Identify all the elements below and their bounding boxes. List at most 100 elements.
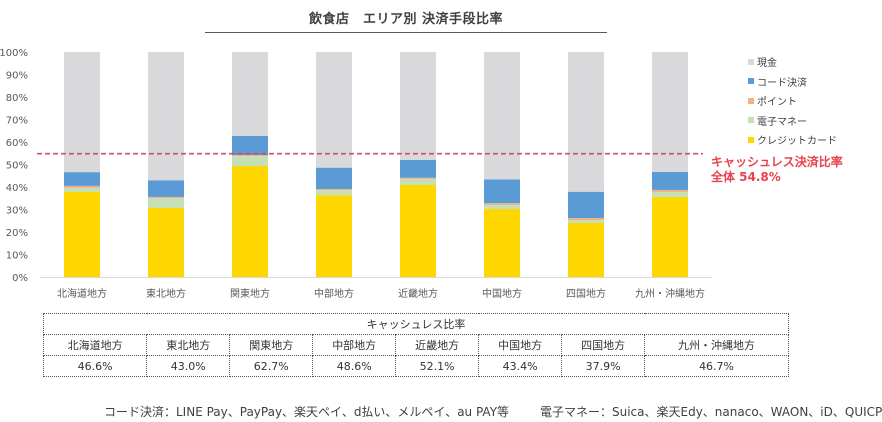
bar-segment xyxy=(232,52,268,136)
bar-segment xyxy=(148,180,184,197)
table-region-cell: 関東地方 xyxy=(229,334,314,356)
footnote-code-payment: コード決済：LINE Pay、PayPay、楽天ペイ、d払い、メルペイ、au P… xyxy=(104,405,510,419)
y-tick-label: 70% xyxy=(6,116,28,127)
stacked-bar-chart: 0% 10% 20% 30% 40% 50% 60% 70% 80% 90% 100% 北海道地方 東… xyxy=(0,48,712,300)
y-tick-label: 90% xyxy=(6,71,28,82)
bar-segment xyxy=(568,220,604,223)
legend-swatch xyxy=(748,58,754,65)
bar-segment xyxy=(484,52,520,180)
bar-segment xyxy=(400,178,436,185)
bar-segment xyxy=(568,218,604,221)
legend-item: ポイント xyxy=(748,93,797,108)
y-tick-label: 50% xyxy=(6,161,28,172)
x-tick-label: 四国地方 xyxy=(566,287,606,300)
legend-swatch xyxy=(748,136,754,143)
table-value-cell: 62.7% xyxy=(229,355,314,377)
bar-segment xyxy=(568,223,604,277)
bar-segment xyxy=(652,196,688,277)
legend-label: コード決済 xyxy=(757,77,807,89)
bar-segment xyxy=(64,185,100,188)
x-tick-label: 中国地方 xyxy=(482,287,522,300)
bar-segment xyxy=(484,209,520,277)
bar-segment xyxy=(652,191,688,197)
y-tick-label: 40% xyxy=(6,183,28,194)
bar-segment xyxy=(400,159,436,178)
footnote-emoney: 電子マネー：Suica、楽天Edy、nanaco、WAON、iD、QUICPay… xyxy=(540,405,882,419)
bar-segment xyxy=(400,177,436,179)
bar-segment xyxy=(316,167,352,190)
bar-segment xyxy=(316,52,352,168)
annotation-line2: 全体 54.8% xyxy=(711,170,781,184)
legend-swatch xyxy=(748,97,754,104)
table-region-cell: 中部地方 xyxy=(312,334,397,356)
bar-segment xyxy=(400,52,436,160)
bar-segment xyxy=(148,207,184,277)
table-region-cell: 四国地方 xyxy=(561,334,646,356)
legend-item: 現金 xyxy=(748,54,777,69)
legend-label: 電子マネー xyxy=(757,116,807,128)
chart-title: 飲食店 エリア別 決済手段比率 xyxy=(308,12,504,27)
legend-item: クレジットカード xyxy=(748,132,837,147)
table-value-cell: 37.9% xyxy=(561,355,646,377)
y-tick-label: 60% xyxy=(6,138,28,149)
x-tick-label: 東北地方 xyxy=(146,287,186,300)
table-value-cell: 48.6% xyxy=(312,355,397,377)
table-value-cell: 46.6% xyxy=(42,355,148,377)
y-tick-label: 10% xyxy=(6,251,28,262)
legend-label: 現金 xyxy=(757,58,777,69)
bar-segment xyxy=(484,205,520,210)
table-header-row: キャッシュレス比率 xyxy=(43,313,789,335)
y-axis: 0% 10% 20% 30% 40% 50% 60% 70% 80% 90% 100% xyxy=(0,48,28,284)
table-region-cell: 中国地方 xyxy=(478,334,563,356)
bar-segment xyxy=(64,172,100,186)
x-tick-label: 北海道地方 xyxy=(57,287,107,300)
y-tick-label: 80% xyxy=(6,93,28,104)
table-region-cell: 北海道地方 xyxy=(42,334,148,356)
legend-label: クレジットカード xyxy=(757,136,837,147)
bar-segment xyxy=(652,189,688,192)
annotation-line1: キャッシュレス決済比率 xyxy=(711,155,843,169)
bar-segment xyxy=(568,52,604,192)
bar-segment xyxy=(148,196,184,199)
bar-segment xyxy=(232,155,268,157)
bar-segment xyxy=(64,187,100,192)
table-region-cell: 近畿地方 xyxy=(395,334,480,356)
x-tick-label: 近畿地方 xyxy=(398,287,438,300)
bar-segment xyxy=(316,195,352,277)
table-value-row: 46.6% 43.0% 62.7% 48.6% 52.1% 43.4% 37.9% 46.7% xyxy=(42,355,789,377)
x-tick-label: 九州・沖縄地方 xyxy=(635,287,705,300)
legend-item: コード決済 xyxy=(748,74,807,89)
bar-segment xyxy=(652,52,688,172)
bar-segment xyxy=(64,52,100,173)
table-header: キャッシュレス比率 xyxy=(43,313,789,335)
table-value-cell: 43.4% xyxy=(478,355,563,377)
x-tick-label: 関東地方 xyxy=(230,287,270,300)
bar-segment xyxy=(232,166,268,277)
bar-segment xyxy=(148,198,184,208)
cashless-overall-annotation: キャッシュレス決済比率 全体 54.8% xyxy=(711,155,843,185)
title-underline xyxy=(205,32,607,33)
bar-segment xyxy=(316,190,352,196)
bar-segment xyxy=(316,189,352,191)
bar-segment xyxy=(484,203,520,205)
table-region-cell: 九州・沖縄地方 xyxy=(644,334,789,356)
bar-segment xyxy=(148,52,184,181)
bar-segment xyxy=(400,184,436,277)
cashless-ratio-table: キャッシュレス比率 北海道地方 東北地方 関東地方 中部地方 近畿地方 中国地方 四国地方九… xyxy=(42,313,789,377)
bar-segment xyxy=(232,135,268,156)
bar-segment xyxy=(232,156,268,167)
y-tick-label: 30% xyxy=(6,206,28,217)
bar-segment xyxy=(652,171,688,190)
y-tick-label: 100% xyxy=(0,48,28,59)
legend-swatch xyxy=(748,117,754,123)
legend-swatch xyxy=(748,78,754,84)
x-tick-label: 中部地方 xyxy=(314,287,354,300)
table-region-row: 北海道地方 東北地方 関東地方 中部地方 近畿地方 中国地方 四国地方 九州・沖縄地方 xyxy=(42,334,789,356)
y-tick-label: 0% xyxy=(12,273,28,284)
table-region-cell: 東北地方 xyxy=(146,334,231,356)
legend-item: 電子マネー xyxy=(748,113,807,128)
table-value-cell: 43.0% xyxy=(146,355,231,377)
table-value-cell: 46.7% xyxy=(644,355,789,377)
bars xyxy=(64,52,688,277)
x-axis: 北海道地方 東北地方 関東地方 中部地方 近畿地方 中国地方 四国地方 九州・沖縄地方 xyxy=(57,287,705,300)
